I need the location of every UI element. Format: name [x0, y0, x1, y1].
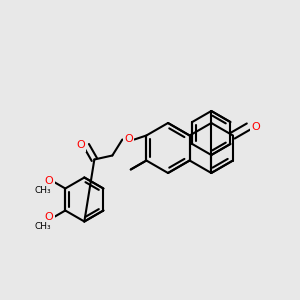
Text: O: O [45, 176, 53, 187]
Text: CH₃: CH₃ [35, 222, 52, 231]
Text: CH₃: CH₃ [35, 186, 52, 195]
Text: O: O [124, 134, 133, 145]
Text: O: O [45, 212, 53, 223]
Text: O: O [76, 140, 85, 151]
Text: O: O [251, 122, 260, 131]
